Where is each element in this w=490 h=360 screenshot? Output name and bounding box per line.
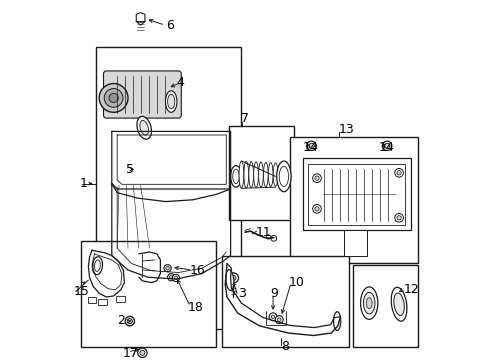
Bar xyxy=(117,296,125,302)
Bar xyxy=(221,256,349,347)
Ellipse shape xyxy=(367,298,372,309)
Circle shape xyxy=(397,216,401,220)
Ellipse shape xyxy=(277,161,291,192)
Ellipse shape xyxy=(233,169,239,184)
Text: 7: 7 xyxy=(242,112,249,125)
Circle shape xyxy=(166,266,170,270)
Circle shape xyxy=(99,84,128,112)
Bar xyxy=(353,265,418,347)
Ellipse shape xyxy=(279,166,289,186)
Text: 1: 1 xyxy=(79,177,87,190)
Circle shape xyxy=(275,316,283,324)
Circle shape xyxy=(140,350,145,355)
Bar xyxy=(229,126,294,220)
Ellipse shape xyxy=(168,94,175,109)
Circle shape xyxy=(164,265,171,272)
Circle shape xyxy=(315,207,319,211)
Circle shape xyxy=(138,348,147,357)
Circle shape xyxy=(383,141,392,150)
Ellipse shape xyxy=(254,162,258,187)
Bar xyxy=(344,230,368,256)
Text: 4: 4 xyxy=(176,76,184,89)
Bar xyxy=(88,297,97,303)
Ellipse shape xyxy=(361,287,378,319)
Ellipse shape xyxy=(391,287,407,321)
FancyBboxPatch shape xyxy=(103,71,181,118)
Circle shape xyxy=(228,273,239,283)
Text: 6: 6 xyxy=(166,19,173,32)
Circle shape xyxy=(315,176,319,180)
Circle shape xyxy=(277,318,281,321)
Text: 10: 10 xyxy=(288,276,304,289)
Text: 13: 13 xyxy=(339,123,354,136)
Circle shape xyxy=(266,235,270,239)
Text: 17: 17 xyxy=(122,347,139,360)
Text: 9: 9 xyxy=(270,287,278,300)
Circle shape xyxy=(125,316,134,326)
Ellipse shape xyxy=(249,162,253,188)
Text: 14: 14 xyxy=(303,141,318,154)
Circle shape xyxy=(168,274,175,281)
Ellipse shape xyxy=(394,293,404,315)
Ellipse shape xyxy=(226,270,234,291)
Circle shape xyxy=(271,315,275,319)
Ellipse shape xyxy=(273,163,278,186)
Bar xyxy=(96,47,242,329)
Ellipse shape xyxy=(364,292,375,314)
Ellipse shape xyxy=(239,161,244,188)
Circle shape xyxy=(397,171,401,175)
Text: 15: 15 xyxy=(74,285,90,298)
Ellipse shape xyxy=(95,260,100,271)
Circle shape xyxy=(307,141,316,150)
Circle shape xyxy=(172,274,179,282)
Bar xyxy=(98,299,107,305)
Bar xyxy=(303,158,411,230)
Circle shape xyxy=(269,313,277,321)
Bar xyxy=(290,137,418,263)
Circle shape xyxy=(385,143,390,148)
Circle shape xyxy=(395,213,403,222)
Circle shape xyxy=(313,174,321,183)
Bar xyxy=(308,164,405,225)
Circle shape xyxy=(104,89,123,107)
Text: 12: 12 xyxy=(403,283,419,296)
Circle shape xyxy=(231,275,236,280)
Ellipse shape xyxy=(259,162,263,187)
Ellipse shape xyxy=(137,116,151,139)
Ellipse shape xyxy=(166,91,177,112)
Ellipse shape xyxy=(334,312,341,330)
Ellipse shape xyxy=(264,162,268,187)
Ellipse shape xyxy=(269,163,273,186)
Ellipse shape xyxy=(231,166,242,187)
Text: 14: 14 xyxy=(378,141,394,154)
Circle shape xyxy=(395,168,403,177)
Text: 2: 2 xyxy=(117,314,125,327)
Text: 8: 8 xyxy=(281,340,289,353)
Circle shape xyxy=(127,319,132,324)
Bar xyxy=(81,241,216,347)
Text: 5: 5 xyxy=(126,163,134,176)
Ellipse shape xyxy=(92,257,102,275)
Ellipse shape xyxy=(244,161,248,188)
Circle shape xyxy=(109,93,118,103)
Circle shape xyxy=(309,143,314,148)
Text: 18: 18 xyxy=(187,301,203,314)
Text: 16: 16 xyxy=(189,264,205,276)
Text: 11: 11 xyxy=(256,226,271,239)
Ellipse shape xyxy=(140,121,148,135)
Text: 3: 3 xyxy=(238,287,245,300)
Circle shape xyxy=(313,204,321,213)
Circle shape xyxy=(170,275,173,279)
Circle shape xyxy=(271,235,277,241)
Circle shape xyxy=(174,276,178,280)
